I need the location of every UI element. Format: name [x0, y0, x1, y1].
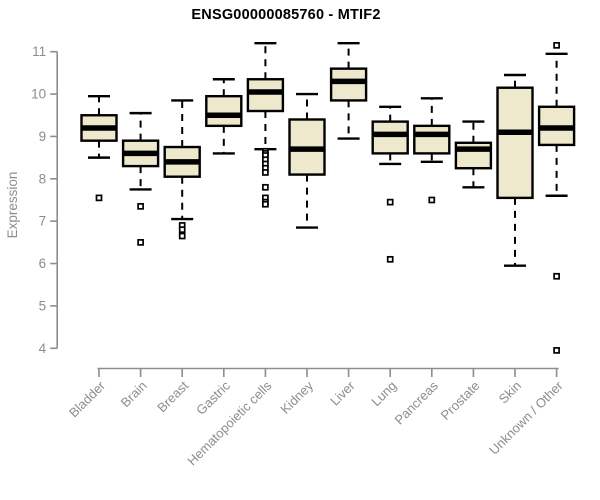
boxplot-hematopoietic-cells — [246, 42, 285, 208]
chart-title: ENSG00000085760 - MTIF2 — [191, 7, 381, 23]
y-tick-label-7: 7 — [39, 214, 47, 229]
x-tick-label-bladder: Bladder — [66, 378, 109, 421]
boxplot-unknown-other — [537, 41, 576, 354]
y-tick-label-10: 10 — [31, 87, 46, 102]
x-tick-label-lung: Lung — [368, 378, 399, 409]
boxplot-skin — [496, 73, 534, 267]
y-tick-label-4: 4 — [39, 341, 47, 356]
outlier-point — [386, 198, 394, 206]
boxplot-kidney — [288, 92, 326, 229]
outlier-point — [137, 203, 144, 210]
boxplot-liver — [329, 42, 368, 140]
y-tick-label-6: 6 — [39, 256, 47, 271]
iqr-box — [413, 124, 451, 155]
outlier-point — [386, 255, 394, 263]
boxplot-lung — [371, 105, 409, 263]
x-tick-label-pancreas: Pancreas — [391, 378, 441, 428]
outlier-point — [95, 194, 103, 202]
outlier-point — [262, 200, 269, 208]
boxplot-prostate — [454, 120, 493, 189]
x-tick-label-unknown-other: Unknown / Other — [486, 378, 566, 458]
outlier-point — [553, 347, 560, 354]
boxplot-pancreas — [413, 97, 451, 204]
outlier-point — [178, 226, 186, 234]
outlier-point — [553, 272, 560, 280]
y-tick-label-5: 5 — [39, 298, 47, 313]
y-axis: 4 5 6 7 8 9 10 11 — [31, 44, 59, 356]
outlier-point — [262, 169, 269, 176]
boxplot-bladder — [80, 94, 118, 202]
iqr-box — [329, 67, 368, 102]
boxplot-brain — [121, 111, 160, 246]
boxplot-gastric — [205, 78, 243, 155]
iqr-box — [246, 78, 285, 113]
y-tick-label-11: 11 — [32, 44, 46, 59]
x-tick-label-liver: Liver — [327, 378, 358, 409]
outlier-point — [262, 183, 269, 191]
iqr-box — [371, 120, 409, 155]
outlier-point — [178, 232, 186, 240]
iqr-box — [205, 94, 243, 128]
y-tick-label-8: 8 — [39, 171, 47, 186]
x-tick-label-kidney: Kidney — [277, 378, 316, 417]
y-tick-label-9: 9 — [39, 129, 47, 144]
boxplot-breast — [163, 99, 201, 240]
outlier-point — [137, 239, 144, 246]
x-tick-label-gastric: Gastric — [193, 378, 233, 418]
outlier-point — [428, 196, 436, 204]
x-tick-label-prostate: Prostate — [438, 378, 483, 423]
x-tick-label-breast: Breast — [154, 378, 191, 415]
outlier-point — [553, 41, 560, 49]
iqr-box — [496, 86, 534, 200]
x-tick-label-brain: Brain — [118, 378, 150, 410]
x-tick-label-skin: Skin — [496, 378, 524, 406]
